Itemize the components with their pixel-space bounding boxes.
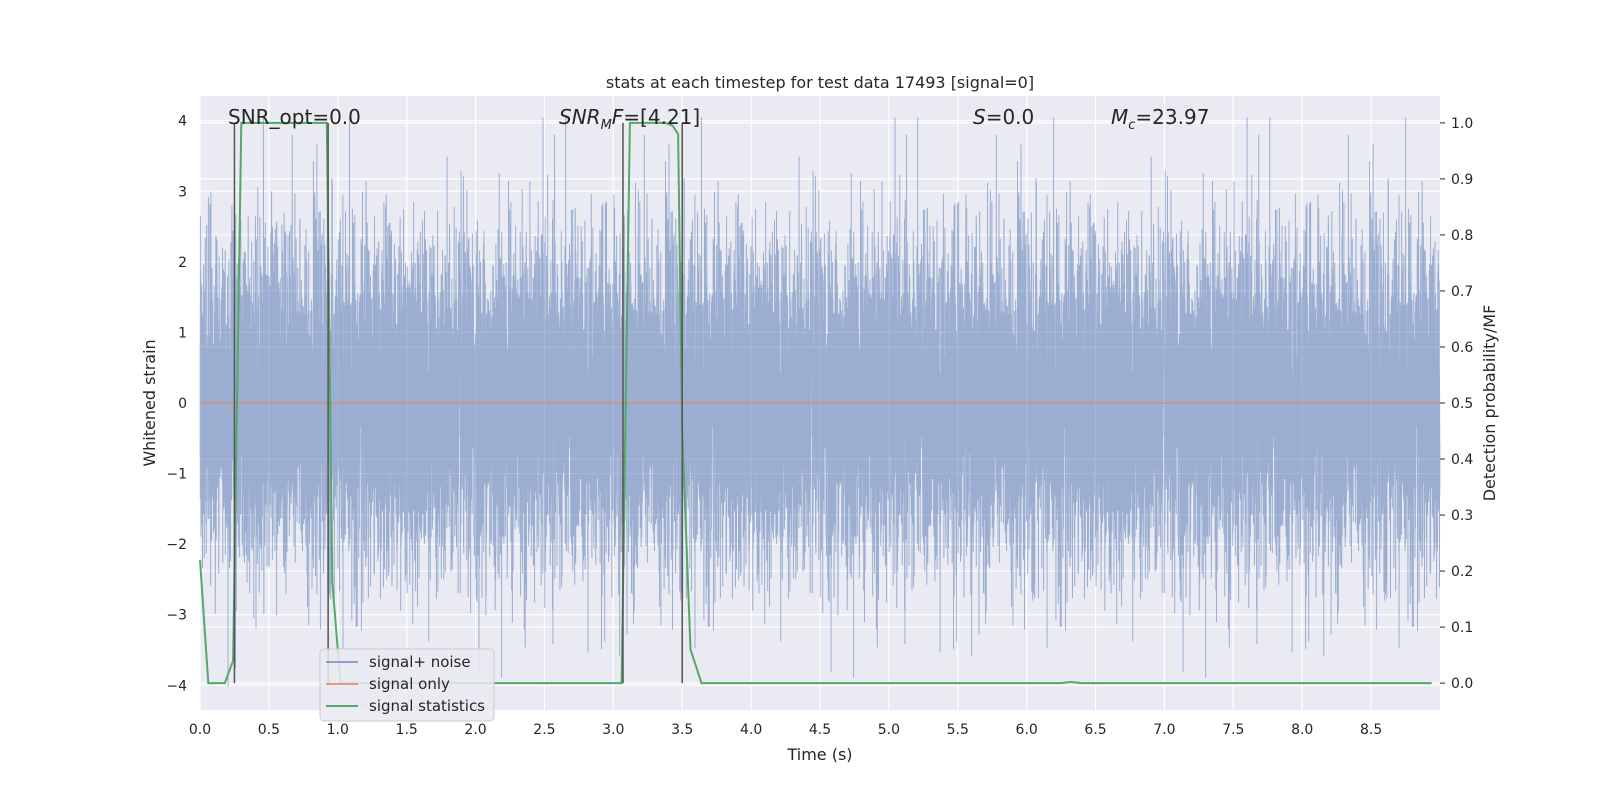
chart-title: stats at each timestep for test data 174… xyxy=(606,73,1034,92)
x-tick-label: 3.0 xyxy=(602,722,624,738)
y2-tick-label: 0.3 xyxy=(1451,508,1473,524)
right-axis-ticks: 1.0 0.9 0.8 0.7 0.6 0.5 0.4 0.3 0.2 0.1 0.0 xyxy=(1440,116,1473,692)
x-tick-label: 8.0 xyxy=(1291,722,1313,738)
x-tick-label: 1.5 xyxy=(396,722,418,738)
y2-tick-label: 0.8 xyxy=(1451,228,1473,244)
x-axis-label: Time (s) xyxy=(786,745,852,764)
y-tick-label: 2 xyxy=(178,255,187,271)
y-tick-label: −3 xyxy=(166,608,187,624)
y2-tick-label: 0.5 xyxy=(1451,396,1473,412)
x-tick-label: 4.0 xyxy=(740,722,762,738)
snr-opt-annotation: SNR_opt=0.0 xyxy=(228,105,361,129)
y2-tick-label: 0.2 xyxy=(1451,564,1473,580)
mc-symbol: M xyxy=(1111,105,1128,129)
y-tick-label: 3 xyxy=(178,184,187,200)
snr-mf-tail: F xyxy=(612,105,624,129)
y-tick-label: 4 xyxy=(178,114,187,130)
legend-box xyxy=(319,648,495,722)
x-tick-label: 2.5 xyxy=(533,722,555,738)
snr-mf-annotation: SNRMF=[4.21] xyxy=(559,105,700,133)
s-annotation: S=0.0 xyxy=(973,105,1034,129)
x-tick-label: 6.5 xyxy=(1084,722,1106,738)
legend-label-statistics: signal statistics xyxy=(369,697,485,715)
y2-tick-label: 0.4 xyxy=(1451,452,1473,468)
mc-value: =23.97 xyxy=(1135,105,1209,129)
legend: signal+ noise signal only signal statist… xyxy=(319,648,495,722)
y2-axis-label: Detection probability/MF xyxy=(1480,305,1499,502)
y2-tick-label: 0.9 xyxy=(1451,172,1473,188)
y-tick-label: −2 xyxy=(166,537,187,553)
mc-annotation: Mc=23.97 xyxy=(1111,105,1209,133)
snr-mf-value: =[4.21] xyxy=(623,105,700,129)
s-symbol: S xyxy=(973,105,986,129)
y2-tick-label: 0.6 xyxy=(1451,340,1473,356)
signal-plus-noise-series xyxy=(199,117,1441,687)
snr-mf-sub: M xyxy=(601,118,612,133)
y-tick-label: 0 xyxy=(178,396,187,412)
x-tick-label: 7.0 xyxy=(1153,722,1175,738)
s-value: =0.0 xyxy=(986,105,1035,129)
y2-tick-label: 1.0 xyxy=(1451,116,1473,132)
noise-line xyxy=(199,117,1441,687)
y-axis-label: Whitened strain xyxy=(140,339,159,466)
left-axis-ticks: 4 3 2 1 0 −1 −2 −3 −4 xyxy=(166,114,187,695)
x-tick-label: 0.0 xyxy=(189,722,211,738)
x-tick-label: 6.0 xyxy=(1016,722,1038,738)
x-tick-label: 0.5 xyxy=(258,722,280,738)
y-tick-label: 1 xyxy=(178,325,187,341)
x-tick-label: 5.5 xyxy=(947,722,969,738)
y-tick-label: −1 xyxy=(166,467,187,483)
legend-label-signal: signal only xyxy=(369,675,450,693)
x-tick-label: 8.5 xyxy=(1360,722,1382,738)
snr-mf-symbol: SNR xyxy=(559,105,601,129)
detection-markers xyxy=(233,122,683,684)
legend-label-noise: signal+ noise xyxy=(369,653,471,671)
x-tick-label: 5.0 xyxy=(878,722,900,738)
y2-tick-label: 0.1 xyxy=(1451,620,1473,636)
statistics-line xyxy=(199,121,1432,685)
y2-tick-label: 0.0 xyxy=(1451,676,1473,692)
y2-tick-label: 0.7 xyxy=(1451,284,1473,300)
y-tick-label: −4 xyxy=(166,678,187,694)
mc-sub: c xyxy=(1128,118,1135,133)
x-tick-label: 1.0 xyxy=(327,722,349,738)
signal-statistics-series xyxy=(199,121,1432,685)
x-axis-ticks: 0.0 0.5 1.0 1.5 2.0 2.5 3.0 3.5 4.0 4.5 5.0 5.5 6.0 6… xyxy=(189,722,1382,738)
x-tick-label: 3.5 xyxy=(671,722,693,738)
x-tick-label: 7.5 xyxy=(1222,722,1244,738)
x-tick-label: 4.5 xyxy=(809,722,831,738)
x-tick-label: 2.0 xyxy=(464,722,486,738)
